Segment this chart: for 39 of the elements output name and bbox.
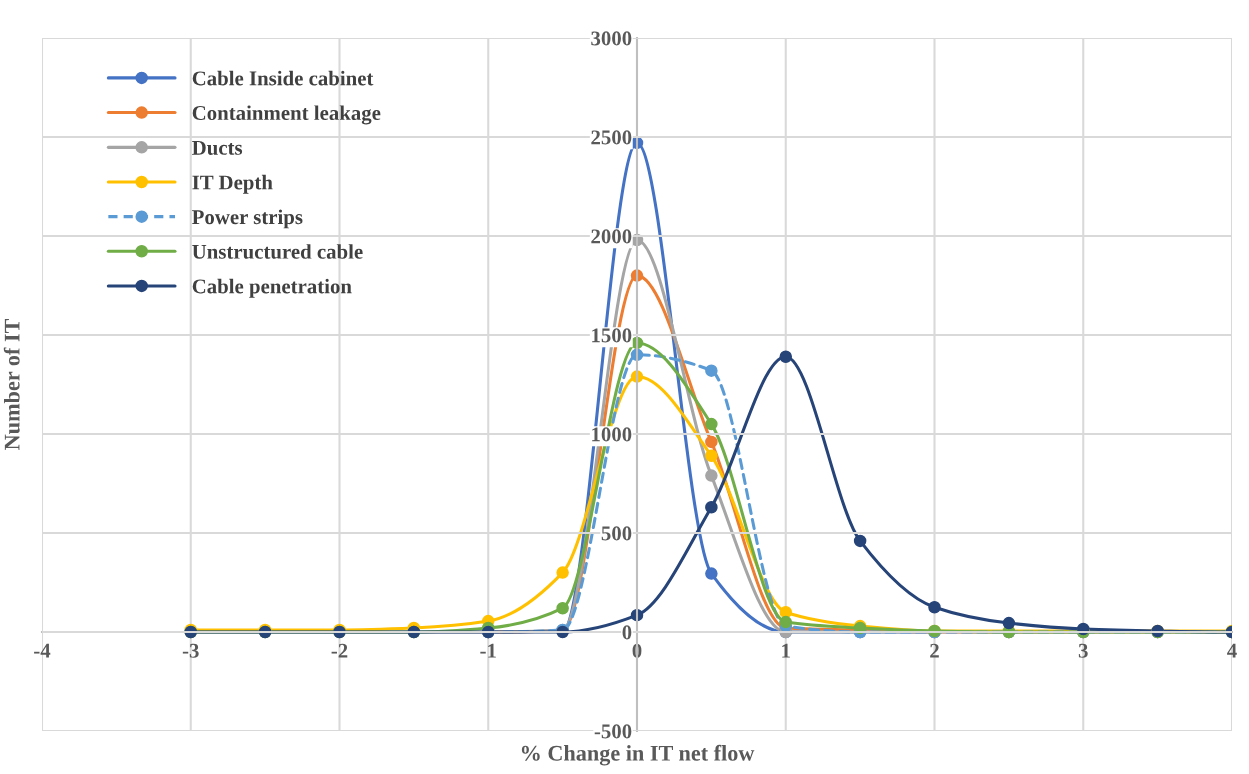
y-tick-label: 1000 xyxy=(592,427,632,442)
legend-label: IT Depth xyxy=(192,174,273,194)
y-tick-label: 2000 xyxy=(591,229,632,244)
x-tick-label: 2 xyxy=(930,643,939,658)
point xyxy=(556,601,569,615)
point xyxy=(779,350,793,364)
point xyxy=(705,435,718,449)
x-tick-label: 1 xyxy=(782,643,790,658)
legend-label: Unstructured cable xyxy=(192,244,363,259)
y-tick-label: 2500 xyxy=(591,130,632,145)
legend-label: Cable penetration xyxy=(192,278,352,298)
point xyxy=(1002,616,1016,630)
x-axis-title: % Change in IT net flow xyxy=(521,744,755,766)
y-tick-label: 0 xyxy=(622,625,632,640)
point xyxy=(705,567,718,580)
x-tick-label: -3 xyxy=(182,643,199,658)
point xyxy=(705,501,718,514)
point xyxy=(928,600,941,614)
y-tick-label: 3000 xyxy=(591,31,632,46)
point xyxy=(705,449,718,463)
y-tick-label: -500 xyxy=(594,724,632,739)
y-axis-title: Number of IT xyxy=(3,318,20,450)
y-tick-label: 500 xyxy=(601,526,632,541)
legend-label: Cable Inside cabinet xyxy=(192,70,374,86)
point xyxy=(705,364,718,377)
x-tick-label: 3 xyxy=(1078,643,1088,658)
point xyxy=(853,534,867,548)
legend-label: Ducts xyxy=(192,141,243,155)
point xyxy=(705,417,718,431)
legend-label: Power strips xyxy=(192,209,303,229)
y-tick-label: 1500 xyxy=(592,328,632,343)
x-tick-label: -1 xyxy=(480,643,496,658)
legend-label: Containment leakage xyxy=(192,105,381,125)
x-tick-label: -4 xyxy=(34,643,51,658)
point xyxy=(705,469,718,482)
point xyxy=(556,566,569,579)
point xyxy=(779,615,793,629)
x-tick-label: 4 xyxy=(1227,643,1237,658)
x-tick-label: -2 xyxy=(331,643,348,658)
